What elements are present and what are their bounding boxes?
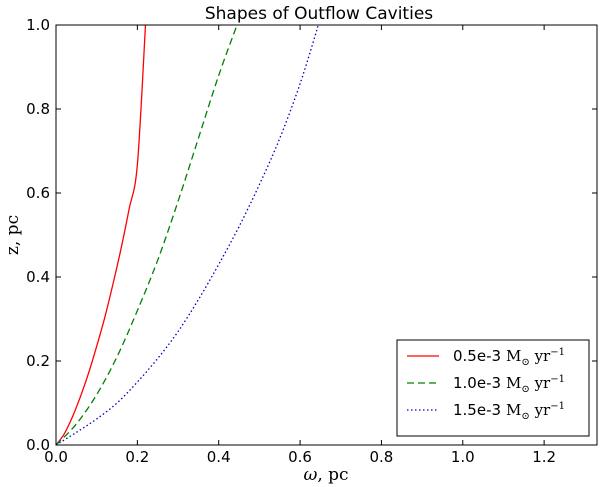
legend-label-0: 0.5e-3 M⊙ yr−1 xyxy=(453,347,565,368)
legend-unit-yr: yr xyxy=(530,347,551,365)
series-line-0 xyxy=(56,25,147,445)
chart-title: Shapes of Outflow Cavities xyxy=(205,4,433,24)
y-tick-label: 0.6 xyxy=(26,184,50,202)
legend-value: 1.0e-3 xyxy=(453,374,501,392)
legend-unit-yr: yr xyxy=(530,401,551,419)
x-tick-label: 1.2 xyxy=(532,448,556,466)
y-tick-label: 0.4 xyxy=(26,268,50,286)
legend-superscript: −1 xyxy=(550,347,565,358)
legend-unit: M xyxy=(506,347,521,365)
x-tick-label: 0.4 xyxy=(207,448,231,466)
legend: 0.5e-3 M⊙ yr−11.0e-3 M⊙ yr−11.5e-3 M⊙ yr−1 xyxy=(396,339,590,437)
legend-subscript: ⊙ xyxy=(521,384,529,395)
series-line-1 xyxy=(56,25,238,445)
legend-value: 0.5e-3 xyxy=(453,347,501,365)
series-layer xyxy=(56,25,319,445)
y-tick-label: 1.0 xyxy=(26,16,50,34)
legend-label-1: 1.0e-3 M⊙ yr−1 xyxy=(453,374,565,395)
plot-frame xyxy=(55,24,598,446)
x-axis-label: ω, pc xyxy=(303,465,348,485)
legend-unit-yr: yr xyxy=(530,374,551,392)
legend-value: 1.5e-3 xyxy=(453,401,501,419)
x-tick-label: 0.2 xyxy=(125,448,149,466)
y-axis-label: z, pc xyxy=(3,215,23,255)
legend-unit: M xyxy=(506,401,521,419)
y-tick-label: 0.0 xyxy=(26,436,50,454)
legend-unit: M xyxy=(506,374,521,392)
legend-label-2: 1.5e-3 M⊙ yr−1 xyxy=(453,401,565,422)
legend-superscript: −1 xyxy=(550,374,565,385)
y-tick-label: 0.8 xyxy=(26,100,50,118)
x-axis-label-unit: , pc xyxy=(317,465,348,485)
x-tick-label: 0.6 xyxy=(288,448,312,466)
x-axis-label-symbol: ω xyxy=(303,465,317,485)
x-tick-label: 1.0 xyxy=(451,448,475,466)
x-tick-label: 0.0 xyxy=(44,448,68,466)
legend-superscript: −1 xyxy=(550,401,565,412)
legend-entries: 0.5e-3 M⊙ yr−11.0e-3 M⊙ yr−11.5e-3 M⊙ yr−1 xyxy=(407,347,565,422)
x-tick-label: 0.8 xyxy=(369,448,393,466)
legend-subscript: ⊙ xyxy=(521,411,529,422)
y-tick-label: 0.2 xyxy=(26,352,50,370)
tick-layer: 0.0 0.2 0.4 0.6 0.8 1.0 1.2 0.0 0.2 0.4 0.6 0.8 1.0 xyxy=(26,16,597,466)
legend-subscript: ⊙ xyxy=(521,357,529,368)
